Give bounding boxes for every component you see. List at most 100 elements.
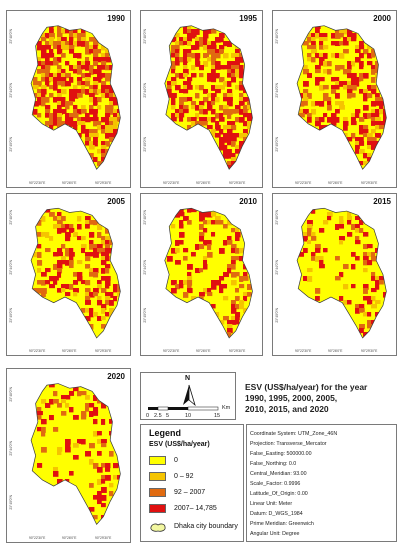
esv-patch bbox=[327, 105, 332, 111]
esv-patch bbox=[81, 125, 86, 131]
map-panel-2005: 2005 23°48'0"N 23°44'0"N 23°40'0"N 90°22… bbox=[6, 193, 131, 356]
esv-patch bbox=[191, 101, 197, 106]
esv-patch bbox=[109, 125, 114, 130]
esv-patch bbox=[315, 77, 321, 82]
esv-patch bbox=[65, 29, 70, 34]
esv-patch bbox=[73, 33, 79, 39]
esv-patch bbox=[73, 105, 78, 111]
esv-patch bbox=[97, 232, 102, 238]
esv-map-2005 bbox=[30, 207, 121, 339]
esv-patch bbox=[303, 41, 309, 46]
esv-patch bbox=[93, 495, 99, 500]
esv-patch bbox=[77, 65, 83, 71]
esv-patch bbox=[85, 308, 90, 313]
esv-patch bbox=[195, 121, 200, 127]
esv-patch bbox=[61, 411, 67, 416]
esv-patch bbox=[211, 280, 216, 286]
esv-patch bbox=[77, 236, 83, 241]
esv-patch bbox=[57, 248, 63, 253]
esv-patch bbox=[235, 312, 241, 318]
esv-patch bbox=[89, 244, 94, 250]
longitude-label: 90°22'30"E bbox=[29, 536, 46, 540]
esv-patch bbox=[41, 272, 47, 277]
latitude-label: 23°48'0"N bbox=[143, 210, 147, 225]
esv-patch bbox=[355, 113, 360, 119]
esv-patch bbox=[383, 113, 387, 118]
esv-patch bbox=[223, 81, 229, 87]
esv-patch bbox=[41, 77, 47, 82]
esv-patch bbox=[383, 109, 387, 114]
esv-patch bbox=[41, 288, 47, 294]
esv-patch bbox=[49, 399, 54, 405]
esv-patch bbox=[215, 61, 221, 66]
esv-patch bbox=[355, 304, 361, 309]
esv-patch bbox=[335, 65, 341, 71]
esv-patch bbox=[227, 89, 233, 94]
legend-subtitle: ESV (US$/ha/year) bbox=[149, 441, 210, 448]
esv-patch bbox=[367, 93, 373, 99]
esv-patch bbox=[319, 228, 325, 233]
esv-patch bbox=[85, 45, 91, 50]
esv-patch bbox=[45, 61, 50, 67]
legend-label: Dhaka city boundary bbox=[174, 523, 238, 530]
esv-patch bbox=[61, 284, 67, 289]
esv-patch bbox=[371, 77, 376, 83]
esv-patch bbox=[97, 149, 103, 154]
esv-patch bbox=[219, 284, 224, 289]
esv-patch bbox=[359, 61, 364, 67]
esv-patch bbox=[359, 45, 365, 50]
esv-patch bbox=[335, 117, 340, 123]
esv-patch bbox=[187, 49, 192, 55]
esv-patch bbox=[211, 97, 216, 102]
esv-patch bbox=[355, 224, 360, 230]
esv-patch bbox=[195, 61, 201, 67]
latitude-label: 23°40'0"N bbox=[143, 137, 147, 152]
esv-patch bbox=[183, 29, 188, 34]
esv-patch bbox=[37, 280, 43, 285]
esv-patch bbox=[215, 220, 220, 225]
esv-patch bbox=[331, 117, 337, 122]
esv-patch bbox=[65, 105, 70, 110]
esv-patch bbox=[207, 220, 213, 225]
esv-patch bbox=[179, 41, 185, 46]
esv-patch bbox=[207, 49, 213, 55]
esv-patch bbox=[101, 495, 107, 501]
esv-patch bbox=[223, 133, 228, 139]
esv-patch bbox=[339, 29, 345, 35]
esv-patch bbox=[195, 57, 200, 62]
esv-patch bbox=[109, 121, 114, 126]
esv-patch bbox=[235, 49, 240, 54]
esv-patch bbox=[37, 113, 42, 118]
esv-patch bbox=[239, 109, 245, 115]
esv-patch bbox=[307, 93, 312, 99]
esv-patch bbox=[65, 395, 71, 400]
esv-patch bbox=[109, 105, 114, 110]
esv-patch bbox=[375, 101, 381, 106]
esv-patch bbox=[375, 280, 380, 285]
esv-patch bbox=[97, 89, 102, 94]
esv-patch bbox=[347, 216, 353, 221]
esv-patch bbox=[347, 85, 352, 91]
esv-patch bbox=[303, 89, 309, 94]
esv-patch bbox=[105, 240, 111, 246]
esv-patch bbox=[359, 161, 364, 166]
esv-patch bbox=[37, 101, 43, 106]
esv-base-zone bbox=[31, 383, 121, 525]
esv-patch bbox=[37, 268, 42, 273]
esv-patch bbox=[81, 415, 87, 420]
esv-patch bbox=[375, 276, 381, 282]
esv-patch bbox=[355, 216, 361, 221]
esv-patch bbox=[101, 475, 107, 480]
esv-patch bbox=[383, 292, 387, 298]
esv-patch bbox=[359, 141, 365, 146]
esv-patch bbox=[45, 121, 51, 126]
esv-patch bbox=[57, 109, 63, 115]
esv-patch bbox=[319, 41, 324, 46]
esv-patch bbox=[311, 236, 317, 241]
esv-patch bbox=[61, 109, 67, 114]
esv-patch bbox=[375, 300, 381, 305]
esv-patch bbox=[85, 73, 91, 78]
esv-patch bbox=[53, 113, 59, 118]
esv-patch bbox=[53, 427, 59, 432]
esv-patch bbox=[89, 89, 94, 94]
